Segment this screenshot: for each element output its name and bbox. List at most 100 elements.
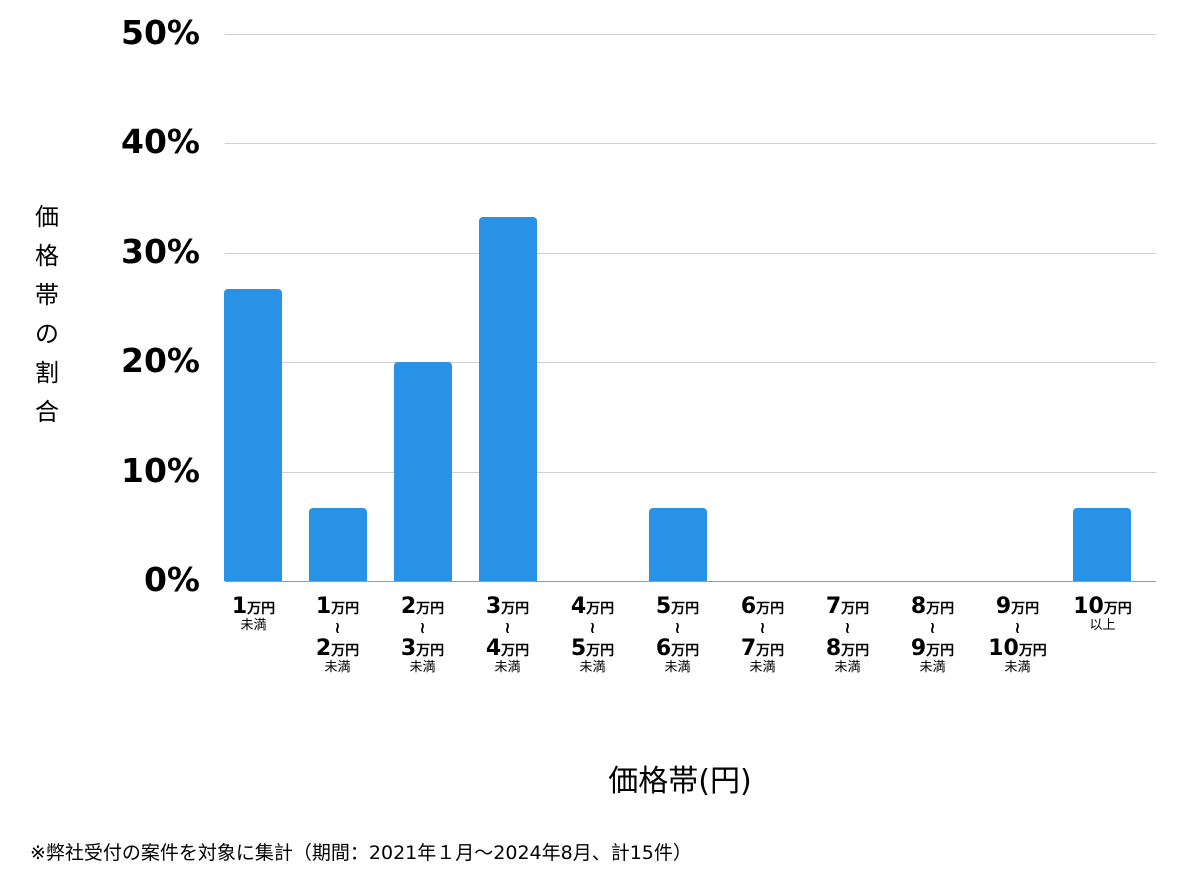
x-tick-label: 10万円 以上	[1060, 596, 1145, 633]
y-axis-title-char: 帯	[35, 281, 59, 309]
x-tick-suffix: 未満	[324, 660, 351, 675]
x-tick-unit: 万円	[501, 643, 530, 659]
x-tick-number: 9	[995, 594, 1012, 619]
x-tick-suffix: 未満	[240, 618, 267, 633]
x-tick-number: 7	[740, 636, 757, 661]
bar	[394, 362, 452, 581]
range-tilde: ≀	[1014, 618, 1021, 637]
x-tick-unit: 万円	[331, 601, 360, 617]
x-tick-from: 5万円	[635, 596, 720, 618]
y-tick-label: 50%	[121, 13, 200, 52]
x-tick-to: 10万円	[975, 638, 1060, 660]
x-tick-to: 5万円	[550, 638, 635, 660]
x-tick-unit: 万円	[671, 601, 700, 617]
bar	[224, 289, 282, 581]
x-tick-unit: 万円	[1018, 643, 1047, 659]
y-tick-label: 0%	[143, 560, 200, 599]
x-tick-unit: 万円	[841, 601, 870, 617]
x-tick-number: 2	[315, 636, 332, 661]
x-tick-number: 3	[400, 636, 417, 661]
x-tick-from: 6万円	[720, 596, 805, 618]
y-tick-label: 30%	[121, 232, 200, 271]
x-tick-label: 9万円 ≀ 10万円 未満	[975, 596, 1060, 675]
x-tick-number: 10	[988, 636, 1019, 661]
x-tick-unit: 万円	[586, 601, 615, 617]
x-tick-suffix: 未満	[749, 660, 776, 675]
bar	[479, 217, 537, 581]
x-tick-to: 8万円	[805, 638, 890, 660]
x-tick-unit: 万円	[841, 643, 870, 659]
x-tick-from: 2万円	[380, 596, 465, 618]
range-tilde: ≀	[419, 618, 426, 637]
x-tick-to: 4万円	[465, 638, 550, 660]
x-tick-suffix: 未満	[919, 660, 946, 675]
x-tick-from: 9万円	[975, 596, 1060, 618]
x-tick-number: 8	[910, 594, 927, 619]
x-tick-unit: 万円	[671, 643, 700, 659]
x-tick-unit: 万円	[331, 643, 360, 659]
x-tick-unit: 万円	[926, 601, 955, 617]
bar	[1073, 508, 1131, 581]
x-tick-unit: 万円	[416, 601, 445, 617]
y-axis-title-char: の	[35, 320, 59, 348]
x-tick-number: 5	[570, 636, 587, 661]
x-tick-number: 4	[570, 594, 587, 619]
x-axis-line	[225, 581, 1156, 582]
y-tick-label: 40%	[121, 122, 200, 161]
x-tick-unit: 万円	[416, 643, 445, 659]
x-tick-number: 8	[825, 636, 842, 661]
x-tick-number: 9	[910, 636, 927, 661]
x-tick-from: 10万円	[1060, 596, 1145, 618]
x-tick-suffix: 未満	[664, 660, 691, 675]
x-tick-number: 2	[400, 594, 417, 619]
x-tick-number: 5	[655, 594, 672, 619]
x-tick-label: 2万円 ≀ 3万円 未満	[380, 596, 465, 675]
x-tick-label: 1万円 未満	[211, 596, 296, 633]
y-tick-label: 20%	[121, 341, 200, 380]
x-tick-unit: 万円	[1011, 601, 1040, 617]
x-tick-label: 7万円 ≀ 8万円 未満	[805, 596, 890, 675]
y-axis-title-char: 合	[35, 398, 59, 426]
x-tick-to: 2万円	[295, 638, 380, 660]
x-tick-suffix: 未満	[834, 660, 861, 675]
x-tick-label: 5万円 ≀ 6万円 未満	[635, 596, 720, 675]
x-tick-suffix: 未満	[579, 660, 606, 675]
x-tick-number: 1	[231, 594, 248, 619]
x-tick-number: 6	[655, 636, 672, 661]
x-tick-label: 6万円 ≀ 7万円 未満	[720, 596, 805, 675]
x-tick-unit: 万円	[756, 601, 785, 617]
bar	[649, 508, 707, 581]
x-tick-number: 6	[740, 594, 757, 619]
y-axis-title: 価格帯の割合	[30, 198, 64, 432]
x-tick-from: 1万円	[295, 596, 380, 618]
bar	[309, 508, 367, 581]
range-tilde: ≀	[334, 618, 341, 637]
x-tick-suffix: 以上	[1089, 618, 1116, 633]
gridline	[225, 253, 1156, 254]
footnote: ※弊社受付の案件を対象に集計（期間：2021年１月〜2024年8月、計15件）	[30, 842, 692, 864]
x-tick-suffix: 未満	[409, 660, 436, 675]
x-tick-from: 4万円	[550, 596, 635, 618]
x-tick-unit: 万円	[756, 643, 785, 659]
range-tilde: ≀	[589, 618, 596, 637]
x-tick-unit: 万円	[586, 643, 615, 659]
range-tilde: ≀	[674, 618, 681, 637]
gridline	[225, 362, 1156, 363]
x-tick-unit: 万円	[501, 601, 530, 617]
range-tilde: ≀	[929, 618, 936, 637]
x-tick-from: 1万円	[211, 596, 296, 618]
x-tick-label: 1万円 ≀ 2万円 未満	[295, 596, 380, 675]
x-tick-number: 4	[485, 636, 502, 661]
range-tilde: ≀	[844, 618, 851, 637]
range-tilde: ≀	[759, 618, 766, 637]
x-tick-from: 8万円	[890, 596, 975, 618]
x-tick-number: 10	[1073, 594, 1104, 619]
y-tick-label: 10%	[121, 451, 200, 490]
x-tick-unit: 万円	[247, 601, 276, 617]
x-tick-suffix: 未満	[1004, 660, 1031, 675]
x-tick-label: 3万円 ≀ 4万円 未満	[465, 596, 550, 675]
x-tick-number: 3	[485, 594, 502, 619]
x-axis-title: 価格帯(円)	[608, 764, 752, 799]
gridline	[225, 34, 1156, 35]
x-tick-from: 3万円	[465, 596, 550, 618]
